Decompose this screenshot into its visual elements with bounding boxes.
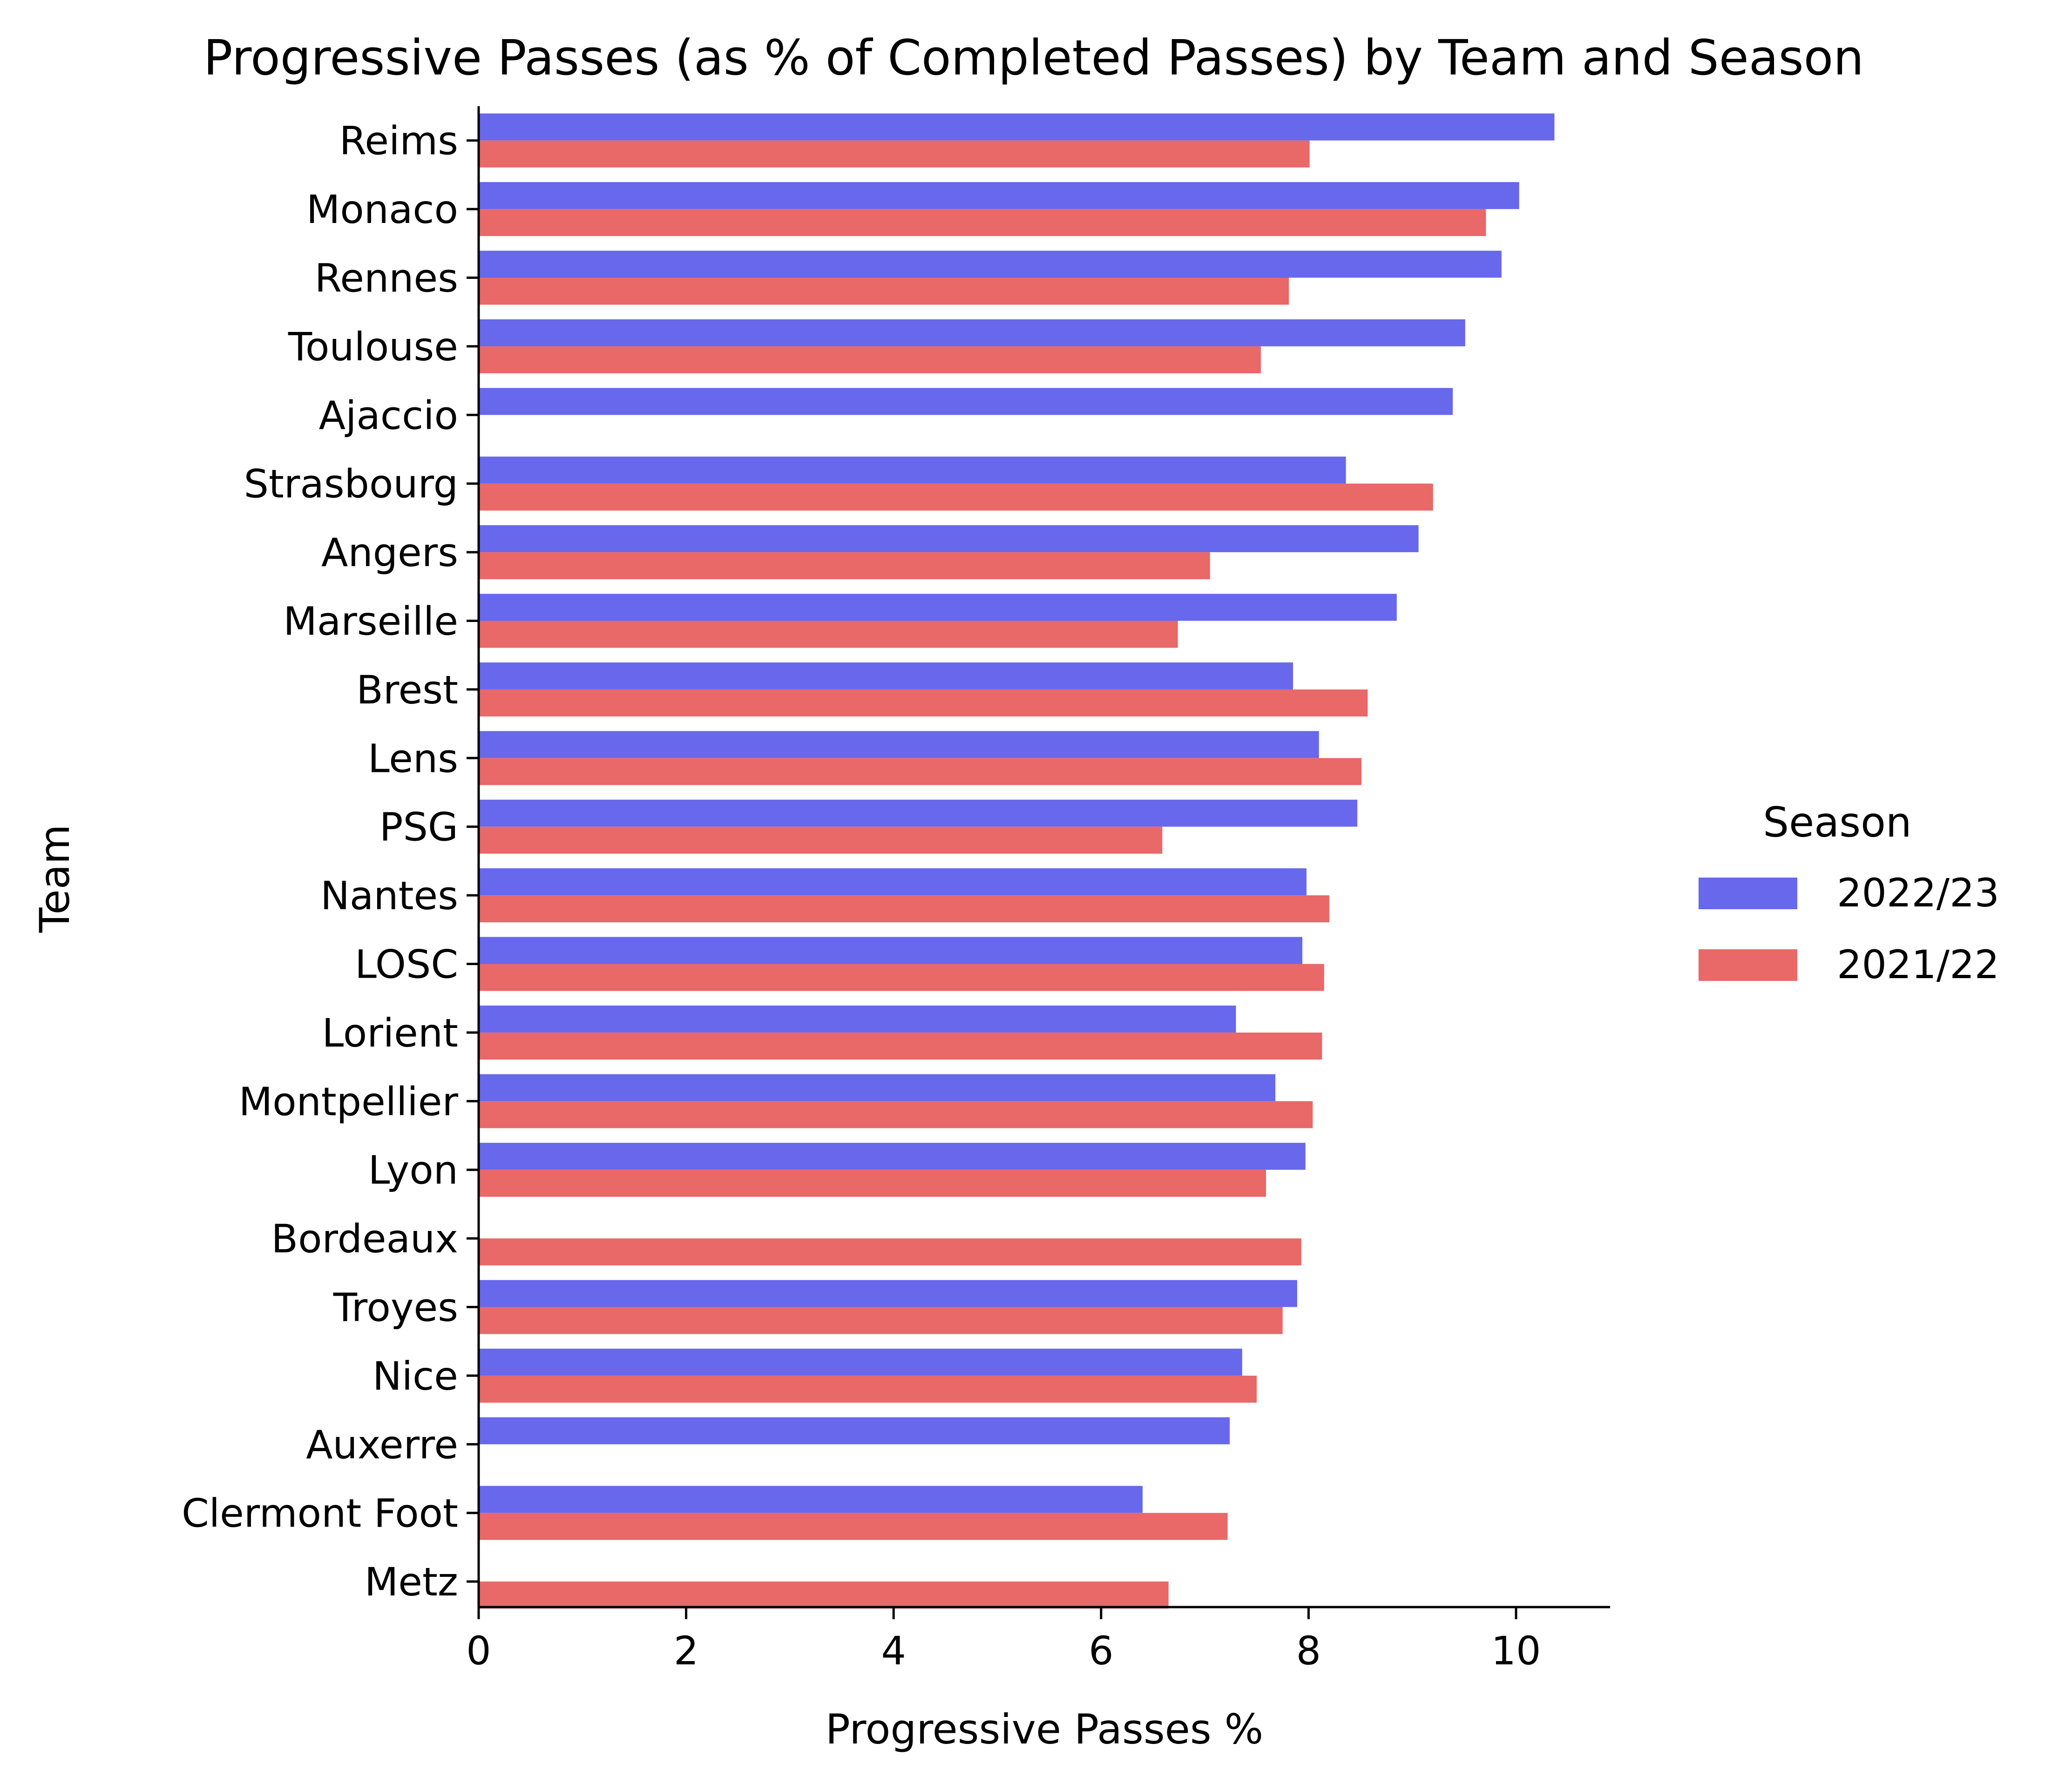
x-axis-label: Progressive Passes %: [826, 1705, 1264, 1753]
legend: Season 2022/23 2021/22: [1699, 798, 1999, 987]
y-tick-label-losc: LOSC: [355, 942, 458, 987]
y-tick-label-strasbourg: Strasbourg: [244, 461, 458, 507]
y-tick-label-auxerre: Auxerre: [306, 1422, 458, 1467]
bar-bordeaux-2021-22: [479, 1238, 1301, 1266]
bar-lyon-2022-23: [479, 1142, 1306, 1170]
bar-marseille-2022-23: [479, 594, 1397, 621]
y-tick-label-angers: Angers: [321, 530, 458, 575]
y-tick-label-reims: Reims: [339, 118, 458, 164]
bar-auxerre-2022-23: [479, 1417, 1230, 1445]
bar-toulouse-2021-22: [479, 346, 1261, 373]
y-tick-label-troyes: Troyes: [333, 1285, 458, 1331]
bar-psg-2022-23: [479, 799, 1358, 827]
bar-losc-2022-23: [479, 937, 1303, 964]
bar-monaco-2021-22: [479, 209, 1486, 237]
y-axis-ticks: Reims Monaco Rennes Toulouse Ajaccio Strasbou…: [182, 118, 479, 1605]
y-tick-label-metz: Metz: [365, 1559, 458, 1605]
bar-metz-2021-22: [479, 1581, 1169, 1609]
y-tick-label-lorient: Lorient: [322, 1010, 458, 1056]
bar-nantes-2022-23: [479, 868, 1307, 896]
bar-troyes-2021-22: [479, 1307, 1283, 1334]
bar-rennes-2021-22: [479, 277, 1289, 305]
y-tick-label-ajaccio: Ajaccio: [319, 392, 458, 438]
y-tick-label-nice: Nice: [372, 1353, 458, 1399]
bar-reims-2021-22: [479, 140, 1310, 168]
y-tick-label-lyon: Lyon: [368, 1148, 458, 1193]
legend-swatch-2022-23: [1699, 878, 1797, 909]
x-tick-label-4: 4: [881, 1628, 906, 1674]
y-tick-label-psg: PSG: [379, 804, 458, 850]
y-tick-label-rennes: Rennes: [315, 256, 458, 301]
bar-toulouse-2022-23: [479, 319, 1465, 346]
x-axis-ticks: 0 2 4 6 8 10: [466, 1607, 1541, 1674]
x-tick-label-0: 0: [466, 1628, 491, 1674]
bar-group: [479, 113, 1555, 1609]
bar-nantes-2021-22: [479, 895, 1329, 923]
bar-montpellier-2022-23: [479, 1074, 1276, 1101]
bar-nice-2021-22: [479, 1375, 1257, 1403]
bar-brest-2022-23: [479, 662, 1293, 689]
y-tick-label-marseille: Marseille: [283, 599, 458, 644]
y-tick-label-monaco: Monaco: [306, 187, 458, 232]
x-tick-label-6: 6: [1089, 1628, 1113, 1674]
legend-swatch-2021-22: [1699, 949, 1797, 981]
bar-troyes-2022-23: [479, 1280, 1297, 1307]
bar-marseille-2021-22: [479, 621, 1178, 648]
bar-reims-2022-23: [479, 113, 1555, 141]
chart-title: Progressive Passes (as % of Completed Pa…: [203, 29, 1864, 86]
bar-nice-2022-23: [479, 1348, 1242, 1376]
bar-lyon-2021-22: [479, 1169, 1266, 1197]
bar-angers-2022-23: [479, 525, 1419, 553]
bar-lorient-2021-22: [479, 1032, 1322, 1060]
y-axis-label: Team: [31, 824, 79, 933]
bar-angers-2021-22: [479, 552, 1210, 580]
y-tick-label-clermont-foot: Clermont Foot: [182, 1491, 458, 1536]
x-tick-label-2: 2: [674, 1628, 698, 1674]
bar-lorient-2022-23: [479, 1005, 1236, 1033]
x-tick-label-10: 10: [1491, 1628, 1541, 1674]
legend-label-2022-23: 2022/23: [1837, 870, 1999, 916]
y-tick-label-montpellier: Montpellier: [239, 1079, 459, 1124]
y-tick-label-nantes: Nantes: [320, 873, 458, 919]
y-tick-label-toulouse: Toulouse: [288, 324, 458, 370]
bar-lens-2022-23: [479, 731, 1319, 758]
legend-label-2021-22: 2021/22: [1837, 942, 1999, 987]
bar-brest-2021-22: [479, 689, 1368, 716]
legend-title: Season: [1763, 798, 1911, 846]
bar-strasbourg-2021-22: [479, 483, 1433, 511]
x-tick-label-8: 8: [1296, 1628, 1321, 1674]
bar-monaco-2022-23: [479, 182, 1519, 209]
bar-losc-2021-22: [479, 964, 1324, 991]
bar-montpellier-2021-22: [479, 1101, 1313, 1129]
bar-rennes-2022-23: [479, 250, 1502, 278]
y-tick-label-lens: Lens: [368, 736, 458, 781]
bar-clermont-foot-2022-23: [479, 1486, 1143, 1513]
y-tick-label-bordeaux: Bordeaux: [271, 1216, 458, 1262]
bar-lens-2021-22: [479, 758, 1362, 785]
bar-clermont-foot-2021-22: [479, 1513, 1228, 1540]
bar-psg-2021-22: [479, 826, 1163, 854]
bar-strasbourg-2022-23: [479, 456, 1346, 484]
bar-ajaccio-2022-23: [479, 388, 1453, 415]
y-tick-label-brest: Brest: [356, 667, 458, 713]
